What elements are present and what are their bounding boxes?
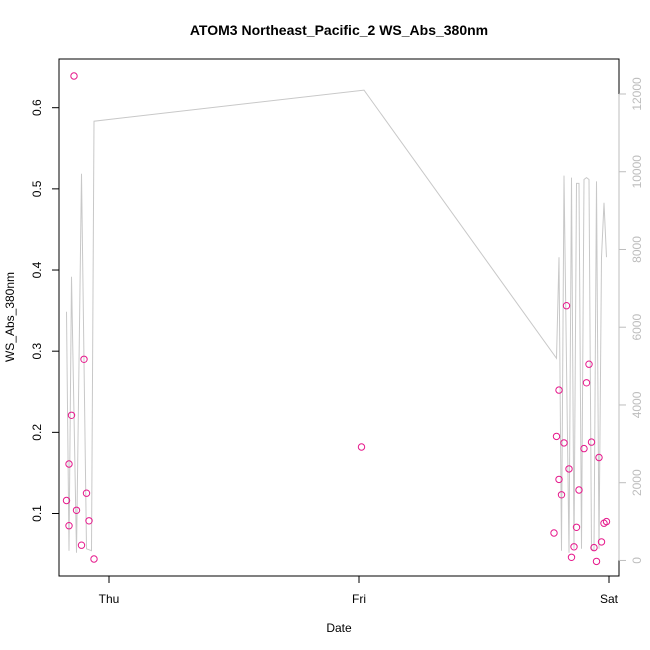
plot-area (58, 58, 620, 577)
data-point (602, 517, 611, 526)
data-point (552, 432, 561, 441)
right-y-tick-label: 8000 (630, 236, 644, 263)
point-series (62, 72, 611, 566)
data-point (582, 379, 591, 387)
data-point (555, 386, 563, 394)
data-point (592, 557, 601, 566)
data-point (565, 465, 573, 473)
data-point (597, 538, 606, 546)
line-series (66, 89, 607, 553)
data-point (82, 489, 91, 497)
data-point (590, 543, 598, 552)
data-point (65, 460, 73, 468)
data-point (550, 529, 558, 537)
line-series-path (66, 89, 607, 553)
data-point (575, 486, 583, 494)
left-y-tick-label: 0.5 (30, 180, 44, 197)
x-tick-label: Thu (99, 592, 120, 606)
data-point (90, 555, 98, 563)
right-y-tick-label: 0 (630, 557, 644, 564)
data-point (77, 541, 86, 549)
x-tick-label: Sat (600, 592, 619, 606)
right-y-tick-label: 4000 (630, 391, 644, 418)
data-point (587, 438, 596, 446)
left-y-tick-label: 0.4 (30, 261, 44, 278)
data-point (67, 411, 76, 419)
x-axis: Thu Fri Sat (99, 575, 619, 606)
data-point (62, 496, 71, 505)
data-point (65, 522, 73, 530)
data-point (562, 302, 571, 310)
left-y-tick-label: 0.1 (30, 505, 44, 522)
data-point (557, 491, 566, 499)
data-point (72, 506, 81, 514)
data-point (570, 543, 578, 551)
data-point (80, 355, 88, 363)
data-point (572, 523, 581, 531)
right-y-axis: 0 2000 4000 6000 8000 10000 12000 (618, 77, 644, 564)
data-point (595, 453, 603, 462)
left-y-axis: 0.1 0.2 0.3 0.4 0.5 0.6 (30, 99, 60, 522)
chart-title: ATOM3 Northeast_Pacific_2 WS_Abs_380nm (190, 22, 488, 38)
left-y-tick-label: 0.6 (30, 99, 44, 116)
data-point (555, 475, 563, 484)
right-y-tick-label: 12000 (630, 77, 644, 111)
right-y-tick-label: 10000 (630, 155, 644, 189)
data-point (585, 360, 593, 368)
data-point (567, 553, 576, 561)
left-y-tick-label: 0.2 (30, 424, 44, 441)
data-point (560, 439, 568, 447)
data-point (357, 443, 366, 451)
right-y-tick-label: 2000 (630, 469, 644, 496)
left-y-tick-label: 0.3 (30, 343, 44, 360)
right-y-tick-label: 6000 (630, 314, 644, 341)
data-point (580, 444, 588, 453)
y-axis-title: WS_Abs_380nm (3, 272, 17, 362)
x-tick-label: Fri (352, 592, 366, 606)
x-axis-title: Date (326, 621, 352, 635)
data-point (85, 517, 93, 525)
data-point (70, 72, 78, 80)
